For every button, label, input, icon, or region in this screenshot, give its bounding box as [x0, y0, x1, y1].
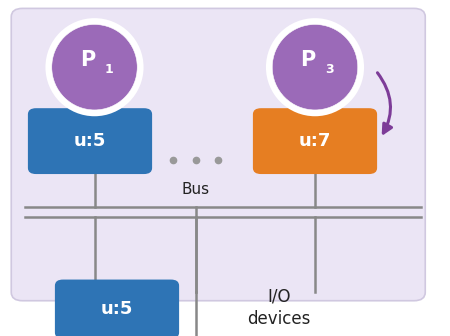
Text: Bus: Bus: [182, 182, 210, 197]
Text: u:7: u:7: [299, 132, 331, 150]
Text: u:5: u:5: [74, 132, 106, 150]
Text: 1: 1: [104, 64, 113, 76]
FancyBboxPatch shape: [253, 108, 377, 174]
Ellipse shape: [266, 18, 364, 116]
Text: P: P: [301, 50, 316, 70]
FancyBboxPatch shape: [28, 108, 152, 174]
Ellipse shape: [45, 18, 144, 116]
Ellipse shape: [52, 25, 137, 110]
FancyBboxPatch shape: [11, 8, 425, 301]
Text: I/O
devices: I/O devices: [248, 287, 310, 328]
Ellipse shape: [272, 25, 358, 110]
Text: u:5: u:5: [101, 300, 133, 318]
FancyBboxPatch shape: [55, 280, 179, 336]
Text: 3: 3: [325, 64, 334, 76]
Text: P: P: [80, 50, 95, 70]
